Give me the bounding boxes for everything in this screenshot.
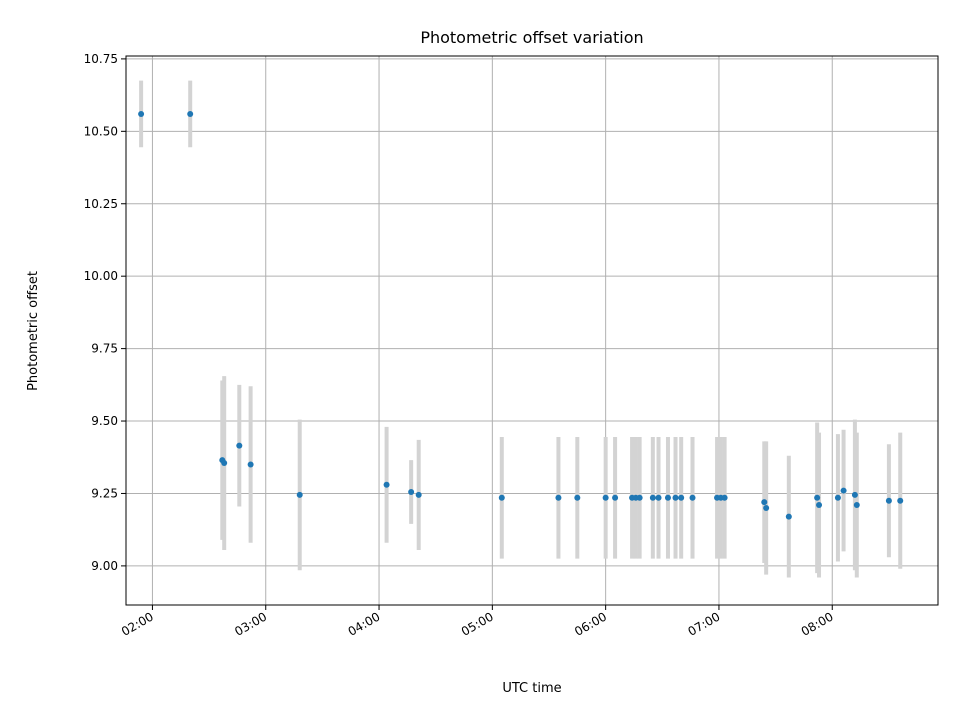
data-point <box>851 491 858 498</box>
y-axis-label: Photometric offset <box>26 271 41 391</box>
x-axis-label: UTC time <box>502 681 561 696</box>
data-point <box>612 494 619 501</box>
data-point <box>187 110 194 117</box>
y-tick-label: 9.50 <box>91 414 118 428</box>
y-tick-label: 10.50 <box>84 124 118 138</box>
data-point <box>498 494 505 501</box>
data-point <box>763 504 770 511</box>
data-point <box>602 494 609 501</box>
data-point <box>785 513 792 520</box>
data-point <box>853 502 860 509</box>
data-point <box>415 491 422 498</box>
data-point <box>664 494 671 501</box>
chart-title: Photometric offset variation <box>420 28 643 47</box>
data-point <box>247 461 254 468</box>
plot-area <box>126 56 938 605</box>
data-point <box>383 481 390 488</box>
data-point <box>221 460 228 467</box>
data-point <box>689 494 696 501</box>
data-points <box>138 110 904 520</box>
data-point <box>574 494 581 501</box>
y-tick-label: 9.00 <box>91 559 118 573</box>
y-tick-label: 9.75 <box>91 342 118 356</box>
y-tick-label: 9.25 <box>91 486 118 500</box>
data-point <box>408 489 415 496</box>
data-point <box>296 491 303 498</box>
data-point <box>885 497 892 504</box>
data-point <box>672 494 679 501</box>
data-point <box>834 494 841 501</box>
data-point <box>555 494 562 501</box>
data-point <box>649 494 656 501</box>
y-tick-label: 10.00 <box>84 269 118 283</box>
grid <box>126 56 938 605</box>
data-point <box>236 442 243 449</box>
data-point <box>761 499 768 506</box>
data-point <box>678 494 685 501</box>
y-tick-label: 10.75 <box>84 52 118 66</box>
data-point <box>636 494 643 501</box>
data-point <box>138 110 145 117</box>
y-axis-ticks: 9.00 9.25 9.50 9.75 10.00 10.25 10.50 10.75 <box>84 52 126 573</box>
data-point <box>840 487 847 494</box>
data-point <box>816 502 823 509</box>
data-point <box>897 497 904 504</box>
data-point <box>814 494 821 501</box>
data-point <box>655 494 662 501</box>
plot-frame <box>125 55 939 606</box>
y-tick-label: 10.25 <box>84 197 118 211</box>
data-point <box>721 494 728 501</box>
